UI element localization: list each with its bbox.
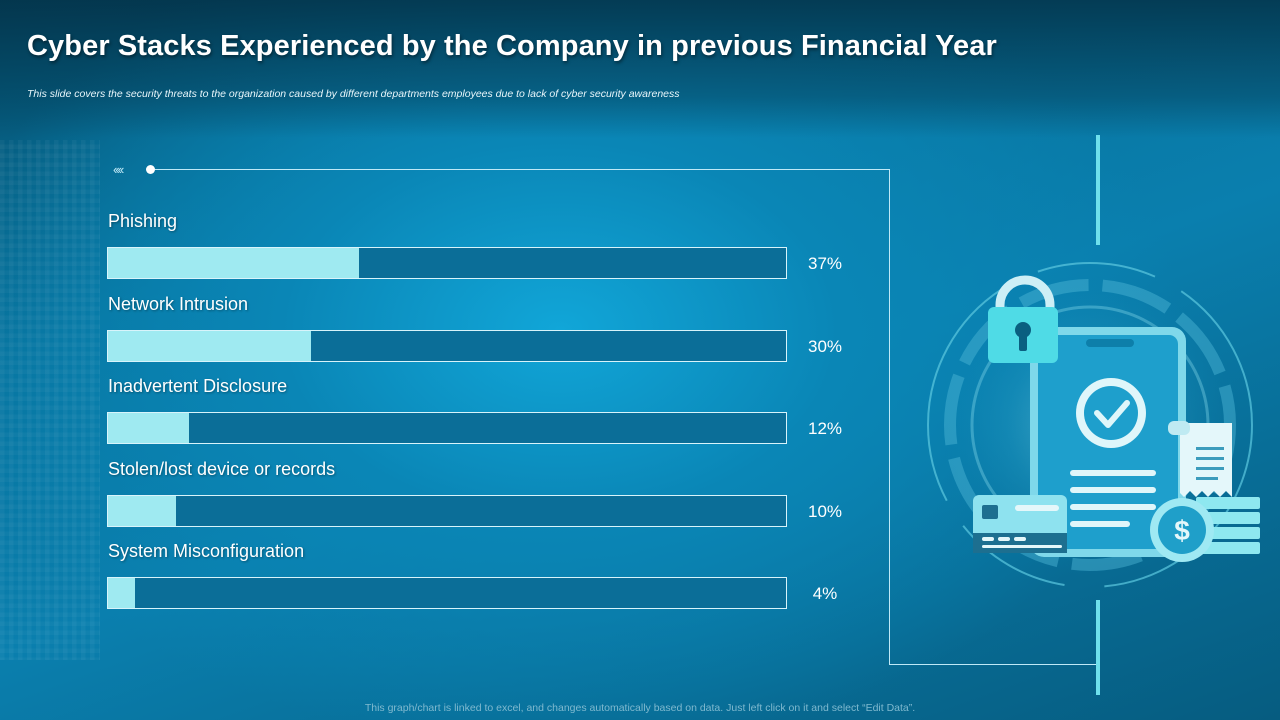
outer-ring [927,262,1253,588]
bar-value-label-stolen-lost-device: 10% [807,501,843,521]
bar-system-misconfiguration[interactable] [108,578,136,608]
title-band [0,0,1280,138]
frame-line-right [889,169,890,665]
bar-value-label-inadvertent-disclosure: 12% [807,419,843,438]
bar-label-inadvertent-disclosure: Inadvertent Disclosure [108,376,288,396]
bar-stolen-lost-device[interactable] [108,495,176,526]
dollar-coin-icon: $ [1150,498,1214,562]
bar-network-intrusion[interactable] [108,330,312,361]
footnote: This graph/chart is linked to excel, and… [364,702,916,714]
bar-track-inadvertent-disclosure[interactable] [107,412,787,444]
bar-label-network-intrusion: Network Intrusion [108,293,249,314]
security-illustration: $ [927,135,1260,695]
bar-inadvertent-disclosure[interactable] [108,413,190,443]
receipt-icon [1168,421,1232,497]
svg-text:$: $ [1174,515,1190,546]
credit-card-icon [973,495,1067,553]
bar-track-network-intrusion[interactable] [107,329,787,362]
accent-line-top [1096,135,1100,245]
accent-line-bottom [1096,600,1100,695]
frame-line-bottom [889,664,1099,665]
pixel-pattern-decoration [0,140,100,660]
page-subtitle: This slide covers the security threats t… [27,88,680,100]
frame-dot [146,165,155,174]
bar-track-phishing[interactable] [107,247,787,279]
checkmark-icon [1094,400,1130,428]
bar-value-label-phishing: 37% [807,254,843,273]
smartphone-icon [1030,327,1186,557]
page-title: Cyber Stacks Experienced by the Company … [27,30,997,62]
bar-value-label-network-intrusion: 30% [807,336,843,356]
padlock-icon [988,275,1058,363]
bar-track-stolen-lost-device[interactable] [107,494,787,527]
bar-label-system-misconfiguration: System Misconfiguration [108,541,305,561]
chevrons-left-icon: ‹‹‹‹ [113,162,124,177]
bar-label-phishing: Phishing [108,211,178,231]
bar-phishing[interactable] [108,248,359,278]
bar-value-label-system-misconfiguration: 4% [812,584,838,603]
frame-line-top [155,169,890,170]
bar-track-system-misconfiguration[interactable] [107,577,787,609]
bar-label-stolen-lost-device: Stolen/lost device or records [108,458,336,479]
